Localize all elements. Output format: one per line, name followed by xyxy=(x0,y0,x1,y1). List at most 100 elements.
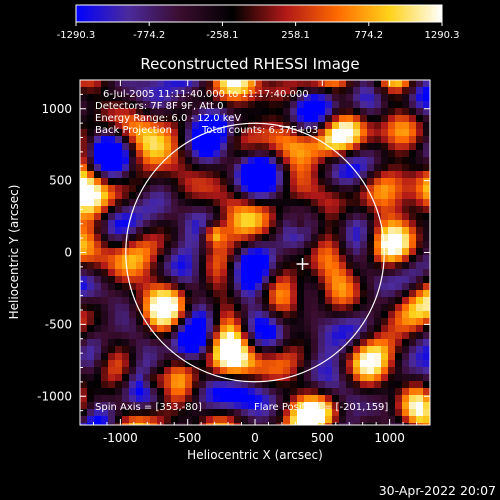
heatmap-cell xyxy=(164,332,172,340)
heatmap-cell xyxy=(129,318,137,326)
heatmap-cell xyxy=(234,206,242,214)
heatmap-cell xyxy=(101,129,109,137)
heatmap-cell xyxy=(206,136,214,144)
heatmap-cell xyxy=(150,360,158,368)
heatmap-cell xyxy=(248,339,256,347)
heatmap-cell xyxy=(234,143,242,151)
heatmap-cell xyxy=(339,199,347,207)
heatmap-cell xyxy=(94,80,102,88)
heatmap-cell xyxy=(283,115,291,123)
heatmap-cell xyxy=(101,276,109,284)
heatmap-cell xyxy=(227,297,235,305)
heatmap-cell xyxy=(332,339,340,347)
heatmap-cell xyxy=(80,374,88,382)
heatmap-cell xyxy=(367,122,375,130)
heatmap-cell xyxy=(122,164,130,172)
heatmap-cell xyxy=(416,283,424,291)
heatmap-cell xyxy=(402,255,410,263)
heatmap-cell xyxy=(164,87,172,95)
heatmap-cell xyxy=(220,290,228,298)
heatmap-cell xyxy=(129,227,137,235)
heatmap-cell xyxy=(416,262,424,270)
heatmap-cell xyxy=(381,339,389,347)
heatmap-cell xyxy=(360,255,368,263)
heatmap-cell xyxy=(213,220,221,228)
heatmap-cell xyxy=(241,143,249,151)
heatmap-cell xyxy=(311,136,319,144)
heatmap-cell xyxy=(332,402,340,410)
heatmap-cell xyxy=(395,325,403,333)
heatmap-cell xyxy=(255,374,263,382)
heatmap-cell xyxy=(402,381,410,389)
heatmap-cell xyxy=(423,255,430,263)
heatmap-cell xyxy=(192,185,200,193)
heatmap-cell xyxy=(115,269,123,277)
heatmap-cell xyxy=(346,395,354,403)
heatmap-cell xyxy=(255,199,263,207)
heatmap-cell xyxy=(80,122,88,130)
heatmap-cell xyxy=(290,227,298,235)
heatmap-cell xyxy=(213,178,221,186)
heatmap-cell xyxy=(374,150,382,158)
heatmap-cell xyxy=(87,143,95,151)
heatmap-cell xyxy=(213,185,221,193)
heatmap-cell xyxy=(143,136,151,144)
heatmap-cell xyxy=(185,318,193,326)
heatmap-cell xyxy=(234,346,242,354)
heatmap-cell xyxy=(234,94,242,102)
heatmap-cell xyxy=(234,227,242,235)
heatmap-cell xyxy=(276,248,284,256)
heatmap-cell xyxy=(157,157,165,165)
heatmap-cell xyxy=(332,388,340,396)
heatmap-cell xyxy=(423,290,430,298)
heatmap-cell xyxy=(143,276,151,284)
heatmap-cell xyxy=(213,395,221,403)
heatmap-cell xyxy=(255,248,263,256)
heatmap-cell xyxy=(283,248,291,256)
heatmap-cell xyxy=(381,283,389,291)
heatmap-cell xyxy=(360,241,368,249)
heatmap-cell xyxy=(94,136,102,144)
heatmap-cell xyxy=(409,213,417,221)
heatmap-cell xyxy=(94,353,102,361)
heatmap-cell xyxy=(360,381,368,389)
heatmap-cell xyxy=(185,367,193,375)
heatmap-cell xyxy=(185,297,193,305)
heatmap-cell xyxy=(206,409,214,417)
heatmap-cell xyxy=(192,220,200,228)
heatmap-cell xyxy=(360,248,368,256)
heatmap-cell xyxy=(115,374,123,382)
heatmap-cell xyxy=(381,129,389,137)
heatmap-cell xyxy=(150,346,158,354)
heatmap-cell xyxy=(346,101,354,109)
y-tick-label: 500 xyxy=(49,174,72,188)
heatmap-cell xyxy=(108,311,116,319)
heatmap-cell xyxy=(290,206,298,214)
heatmap-cell xyxy=(101,227,109,235)
heatmap-cell xyxy=(101,220,109,228)
heatmap-cell xyxy=(374,269,382,277)
heatmap-cell xyxy=(227,423,235,425)
heatmap-cell xyxy=(283,269,291,277)
heatmap-cell xyxy=(311,241,319,249)
heatmap-cell xyxy=(332,318,340,326)
heatmap-cell xyxy=(325,332,333,340)
heatmap-cell xyxy=(276,129,284,137)
heatmap-cell xyxy=(241,220,249,228)
heatmap-cell xyxy=(367,150,375,158)
heatmap-cell xyxy=(248,157,256,165)
heatmap-cell xyxy=(248,283,256,291)
heatmap-cell xyxy=(192,234,200,242)
heatmap-cell xyxy=(374,339,382,347)
heatmap-cell xyxy=(122,346,130,354)
heatmap-cell xyxy=(290,192,298,200)
heatmap-cell xyxy=(297,122,305,130)
heatmap-cell xyxy=(395,297,403,305)
heatmap-cell xyxy=(402,157,410,165)
heatmap-cell xyxy=(122,227,130,235)
heatmap-cell xyxy=(94,206,102,214)
heatmap-cell xyxy=(234,423,242,425)
heatmap-cell xyxy=(269,283,277,291)
x-tick-label: 1000 xyxy=(374,431,405,445)
heatmap-cell xyxy=(171,367,179,375)
